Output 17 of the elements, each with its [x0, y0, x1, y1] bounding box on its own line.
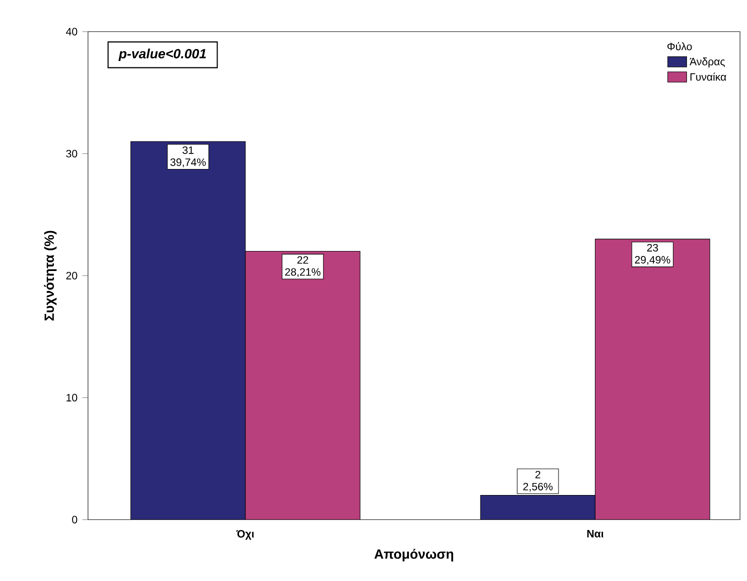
y-tick-label: 10: [66, 394, 78, 402]
y-axis-title: Συχνότητα (%): [44, 230, 57, 321]
data-label: 31 39,74%: [170, 146, 206, 168]
y-tick-label: 40: [66, 28, 78, 36]
data-label: 22 28,21%: [285, 256, 320, 277]
legend-label: Γυναίκα: [690, 72, 726, 81]
y-tick-label: 20: [66, 272, 78, 280]
data-label: 23 29,49%: [634, 244, 670, 265]
legend-title: Φύλο: [667, 42, 692, 50]
y-tick-label: 30: [66, 150, 78, 158]
legend-label: Άνδρας: [690, 58, 725, 68]
x-axis-title: Απομόνωση: [374, 548, 454, 562]
x-tick-label: Ναι: [587, 530, 604, 538]
x-tick-label: Όχι: [236, 530, 254, 540]
annotation: p-value<0.001: [118, 48, 206, 62]
data-label: 2 2,56%: [523, 470, 553, 492]
y-tick-label: 0: [72, 516, 78, 524]
